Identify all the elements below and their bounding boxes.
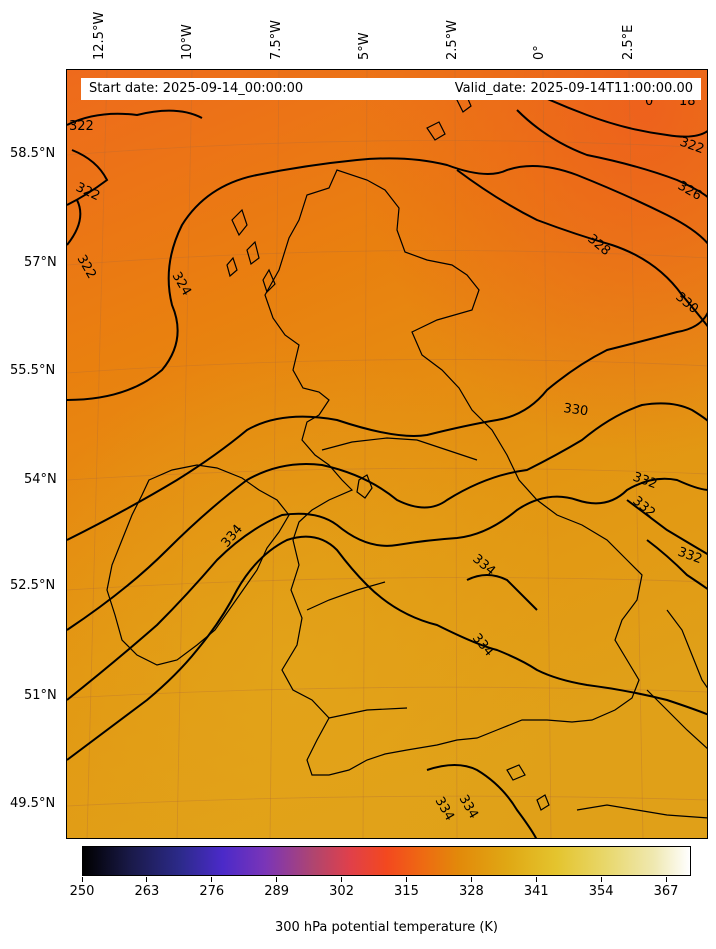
lon-label-2.5e: 2.5°E bbox=[621, 24, 636, 60]
colorbar-tick-label: 328 bbox=[458, 884, 484, 899]
valid-date-label: Valid_date: 2025-09-14T11:00:00.00 bbox=[454, 81, 693, 96]
lon-label-2.5w: 2.5°W bbox=[445, 19, 460, 60]
contour-322-west bbox=[67, 109, 203, 126]
colorbar-tick-mark bbox=[211, 877, 213, 882]
coastlines bbox=[106, 90, 707, 819]
lat-label-52.5n: 52.5°N bbox=[10, 578, 56, 593]
lat-label-55.5n: 55.5°N bbox=[10, 363, 56, 378]
colorbar-tick-mark bbox=[276, 877, 278, 882]
contour-332-east bbox=[626, 499, 707, 555]
colorbar-tick-mark bbox=[600, 877, 602, 882]
lat-label-51n: 51°N bbox=[24, 688, 57, 703]
temperature-field-south bbox=[67, 70, 707, 838]
lat-label-49.5n: 49.5°N bbox=[10, 796, 56, 811]
colorbar-tick-mark bbox=[341, 877, 343, 882]
lon-label-0: 0° bbox=[532, 45, 547, 60]
colorbar-tick-label: 367 bbox=[653, 884, 679, 899]
contour-label: 330 bbox=[562, 401, 589, 419]
contour-334-mid bbox=[466, 574, 538, 611]
contours bbox=[67, 79, 707, 838]
contour-330 bbox=[67, 402, 707, 631]
contour-label: 322 bbox=[69, 119, 94, 134]
colorbar-tick-label: 250 bbox=[69, 884, 95, 899]
colorbar-tick-label: 289 bbox=[264, 884, 290, 899]
lon-label-7.5w: 7.5°W bbox=[269, 19, 284, 60]
lon-label-12.5w: 12.5°W bbox=[92, 11, 107, 60]
contour-322-loop bbox=[67, 149, 109, 206]
map-canvas: 322 322 322 324 326 322 328 330 330 332 … bbox=[67, 70, 707, 838]
lat-label-54n: 54°N bbox=[24, 472, 57, 487]
contour-label: 0 bbox=[645, 94, 653, 109]
lon-label-5w: 5°W bbox=[357, 32, 372, 60]
map-panel: 322 322 322 324 326 322 328 330 330 332 … bbox=[66, 69, 708, 839]
contour-322-sw bbox=[67, 199, 82, 246]
colorbar-tick-label: 341 bbox=[523, 884, 549, 899]
colorbar-tick-label: 263 bbox=[134, 884, 160, 899]
lat-label-57n: 57°N bbox=[24, 255, 57, 270]
colorbar-tick-label: 302 bbox=[329, 884, 354, 899]
contour-328 bbox=[67, 311, 707, 541]
colorbar-tick-mark bbox=[405, 877, 407, 882]
colorbar-tick-label: 354 bbox=[588, 884, 614, 899]
colorbar-tick-mark bbox=[665, 877, 667, 882]
contour-324 bbox=[67, 157, 707, 401]
colorbar-tick-mark bbox=[535, 877, 537, 882]
contour-332 bbox=[67, 477, 707, 701]
colorbar-tick-mark bbox=[81, 877, 83, 882]
colorbar-title: 300 hPa potential temperature (K) bbox=[274, 920, 498, 935]
contour-326 bbox=[516, 109, 707, 198]
contour-330-ne bbox=[456, 169, 707, 328]
start-date-label: Start date: 2025-09-14_00:00:00 bbox=[89, 81, 304, 96]
colorbar-tick-label: 276 bbox=[199, 884, 225, 899]
colorbar-tick-mark bbox=[146, 877, 148, 882]
colorbar-tick-mark bbox=[470, 877, 472, 882]
lat-label-58.5n: 58.5°N bbox=[10, 146, 56, 161]
contour-334 bbox=[67, 535, 707, 761]
colorbar bbox=[82, 846, 691, 876]
contour-332-se bbox=[646, 539, 707, 590]
colorbar-tick-label: 315 bbox=[394, 884, 419, 899]
date-header: Start date: 2025-09-14_00:00:00 Valid_da… bbox=[81, 78, 701, 100]
lon-label-10w: 10°W bbox=[180, 24, 195, 60]
graticule bbox=[67, 70, 707, 838]
contour-334-south bbox=[426, 764, 538, 838]
